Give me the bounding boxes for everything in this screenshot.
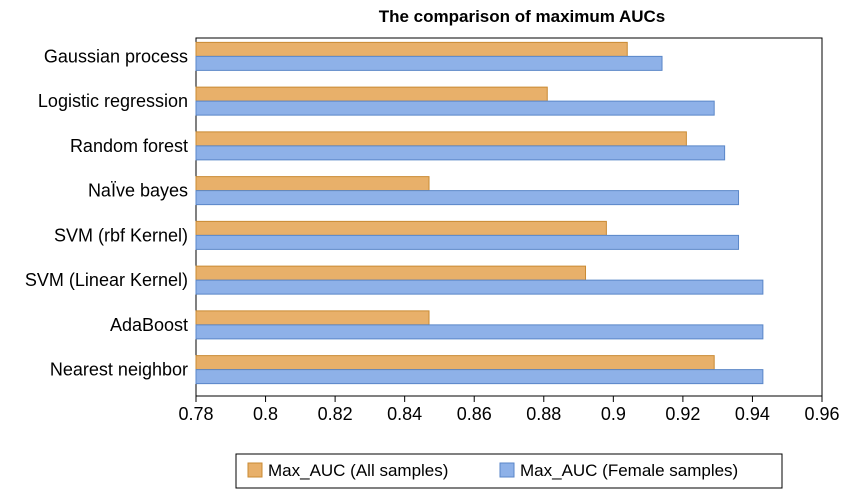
category-label: SVM (rbf Kernel) [54,225,188,245]
x-tick-label: 0.92 [665,404,700,424]
legend: Max_AUC (All samples) Max_AUC (Female sam… [235,453,783,489]
x-tick-label: 0.9 [601,404,626,424]
category-label: AdaBoost [110,315,188,335]
category-label: Nearest neighbor [50,360,188,380]
x-axis: 0.78 0.8 0.82 0.84 0.86 0.88 0.9 0.92 0.94 0.96 [178,396,840,424]
bar-female-samples [195,234,740,250]
bar-all-samples [195,86,548,102]
plot-area [195,37,823,397]
legend-swatch [247,462,263,478]
bar-female-samples [195,190,740,206]
bar-all-samples [195,265,587,281]
bar-female-samples [195,369,764,385]
bar-all-samples [195,355,715,371]
legend-label: Max_AUC (Female samples) [520,461,738,480]
bar-all-samples [195,310,430,326]
x-tick-label: 0.86 [457,404,492,424]
category-label: Random forest [70,136,188,156]
bar-all-samples [195,41,628,57]
x-tick-label: 0.96 [804,404,839,424]
x-tick-label: 0.78 [178,404,213,424]
bar-all-samples [195,176,430,192]
x-tick-label: 0.84 [387,404,422,424]
bar-female-samples [195,279,764,295]
bar-female-samples [195,55,663,71]
x-tick-label: 0.88 [526,404,561,424]
x-tick-label: 0.82 [318,404,353,424]
legend-label: Max_AUC (All samples) [268,461,448,480]
category-label: Logistic regression [38,91,188,111]
legend-swatch [499,462,515,478]
bar-female-samples [195,145,726,161]
chart-title: The comparison of maximum AUCs [379,7,666,26]
bar-all-samples [195,220,607,236]
category-label: SVM (Linear Kernel) [25,270,188,290]
bar-female-samples [195,100,715,116]
category-label: Gaussian process [44,46,188,66]
legend-box [235,453,783,489]
category-labels: Gaussian process Logistic regression Rando… [25,46,188,379]
x-tick-label: 0.8 [253,404,278,424]
bar-all-samples [195,131,687,147]
x-tick-label: 0.94 [735,404,770,424]
bar-female-samples [195,324,764,340]
bars-group [195,41,764,385]
category-label: NaÏve bayes [88,181,188,201]
